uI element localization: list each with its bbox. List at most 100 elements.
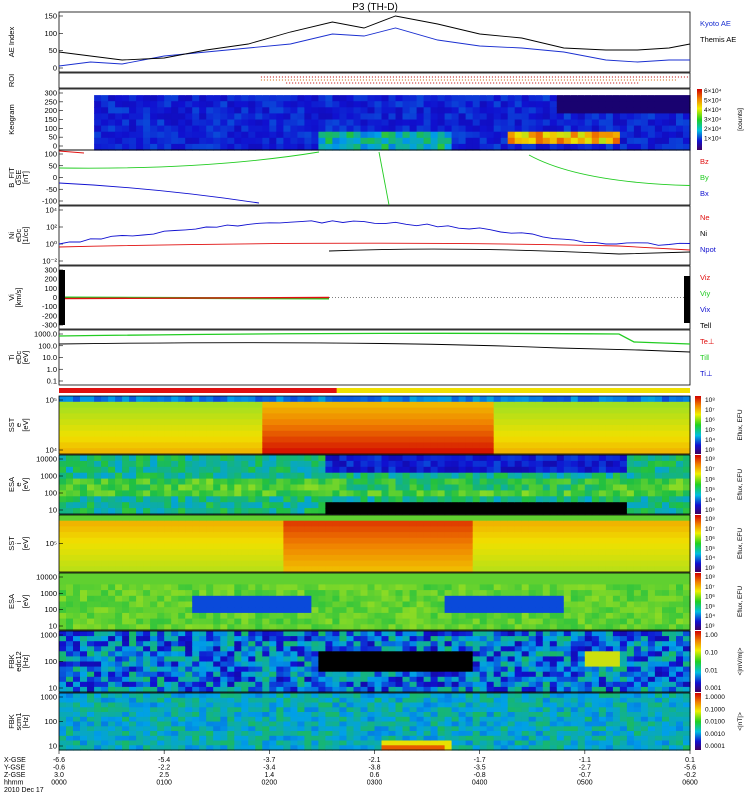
- spectrogram-cell: [598, 125, 607, 133]
- spectrogram-cell: [227, 595, 235, 603]
- spectrogram-cell: [479, 396, 488, 403]
- spectrogram-cell: [640, 578, 649, 585]
- spectrogram-cell: [374, 526, 383, 533]
- spectrogram-cell: [465, 502, 474, 509]
- spectrogram-cell: [374, 618, 383, 625]
- spectrogram-cell: [647, 89, 656, 96]
- spectrogram-cell: [683, 436, 691, 443]
- spectrogram-cell: [367, 607, 376, 614]
- spectrogram-cell: [542, 624, 551, 631]
- spectrogram-cell: [171, 143, 179, 151]
- spectrogram-cell: [157, 407, 165, 414]
- spectrogram-cell: [129, 554, 137, 562]
- spectrogram-cell: [669, 560, 677, 567]
- spectrogram-cell: [486, 113, 495, 121]
- spectrogram-cell: [87, 466, 95, 474]
- spectrogram-cell: [283, 532, 291, 539]
- spectrogram-cell: [409, 478, 418, 486]
- spectrogram-cell: [255, 502, 263, 509]
- spectrogram-cell: [220, 401, 228, 409]
- spectrogram-cell: [157, 478, 165, 486]
- spectrogram-cell: [73, 425, 81, 432]
- spectrogram-cell: [94, 590, 102, 597]
- spectrogram-cell: [339, 618, 347, 625]
- spectrogram-cell: [360, 413, 369, 420]
- spectrogram-cell: [493, 532, 502, 539]
- spectrogram-cell: [612, 89, 621, 96]
- spectrogram-cell: [234, 676, 242, 683]
- spectrogram-cell: [479, 101, 488, 108]
- spectrogram-cell: [563, 448, 572, 455]
- spectrogram-cell: [493, 396, 502, 403]
- spectrogram-cell: [192, 618, 200, 625]
- spectrogram-cell: [669, 401, 677, 409]
- spectrogram-cell: [129, 455, 137, 462]
- spectrogram-cell: [192, 578, 200, 585]
- spectrogram-cell: [353, 595, 362, 603]
- spectrogram-cell: [493, 425, 502, 432]
- spectrogram-cell: [493, 107, 502, 114]
- spectrogram-cell: [304, 612, 312, 620]
- spectrogram-cell: [402, 566, 411, 573]
- spectrogram-cell: [325, 455, 333, 462]
- spectrogram-cell: [87, 137, 95, 145]
- spectrogram-cell: [409, 95, 418, 102]
- spectrogram-cell: [549, 618, 558, 625]
- spectrogram-cell: [213, 401, 221, 409]
- spectrogram-cell: [332, 407, 340, 414]
- spectrogram-cell: [444, 578, 453, 585]
- spectrogram-cell: [213, 430, 221, 438]
- spectrogram-cell: [66, 646, 74, 652]
- spectrogram-cell: [612, 502, 621, 509]
- spectrogram-cell: [458, 143, 467, 151]
- spectrogram-cell: [150, 401, 158, 409]
- spectrogram-cell: [206, 125, 214, 133]
- spectrogram-cell: [465, 430, 474, 438]
- spectrogram-cell: [136, 526, 144, 533]
- spectrogram-cell: [360, 573, 369, 580]
- spectrogram-cell: [507, 537, 516, 545]
- spectrogram-cell: [528, 573, 537, 580]
- spectrogram-cell: [683, 466, 691, 474]
- spectrogram-cell: [444, 478, 453, 486]
- spectrogram-cell: [409, 396, 418, 403]
- spectrogram-cell: [500, 624, 509, 631]
- spectrogram-cell: [430, 584, 439, 591]
- spectrogram-cell: [388, 554, 397, 562]
- spectrogram-cell: [206, 651, 214, 657]
- spectrogram-cell: [416, 526, 425, 533]
- spectrogram-cell: [269, 460, 277, 468]
- spectrogram-cell: [290, 543, 298, 550]
- spectrogram-cell: [248, 631, 256, 637]
- spectrogram-cell: [227, 578, 235, 585]
- spectrogram-cell: [549, 595, 558, 603]
- spectrogram-cell: [591, 601, 600, 608]
- spectrogram-cell: [164, 442, 172, 449]
- spectrogram-cell: [66, 661, 74, 668]
- spectrogram-cell: [94, 671, 102, 678]
- spectrogram-cell: [514, 490, 523, 497]
- spectrogram-cell: [185, 520, 193, 527]
- spectrogram-cell: [185, 543, 193, 550]
- spectrogram-cell: [416, 455, 425, 462]
- spectrogram-cell: [241, 532, 249, 539]
- spectrogram-cell: [570, 460, 579, 468]
- spectrogram-cell: [318, 413, 326, 420]
- spectrogram-cell: [255, 401, 263, 409]
- spectrogram-cell: [570, 607, 579, 614]
- spectrogram-cell: [178, 466, 186, 474]
- spectrogram-cell: [122, 119, 130, 127]
- spectrogram-cell: [402, 543, 411, 550]
- spectrogram-cell: [73, 508, 81, 515]
- spectrogram-cell: [276, 515, 284, 522]
- spectrogram-cell: [381, 590, 390, 597]
- spectrogram-cell: [143, 584, 151, 591]
- spectrogram-cell: [360, 560, 369, 567]
- spectrogram-cell: [640, 484, 649, 491]
- spectrogram-cell: [332, 595, 340, 603]
- spectrogram-cell: [669, 502, 677, 509]
- spectrogram-cell: [409, 508, 418, 515]
- spectrogram-cell: [619, 460, 628, 468]
- spectrogram-cell: [640, 466, 649, 474]
- spectrogram-cell: [437, 119, 446, 127]
